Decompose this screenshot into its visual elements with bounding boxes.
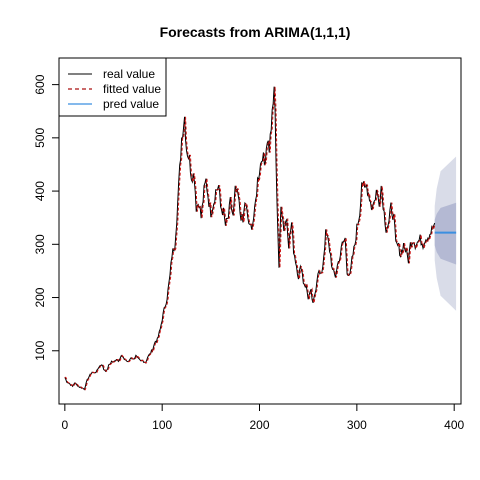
y-tick-label-200: 200 xyxy=(33,287,47,307)
legend-label-fitted: fitted value xyxy=(103,82,161,96)
x-tick-label-100: 100 xyxy=(152,418,172,432)
legend-label-pred: pred value xyxy=(103,97,159,111)
y-tick-label-300: 300 xyxy=(33,234,47,254)
chart-title: Forecasts from ARIMA(1,1,1) xyxy=(160,24,351,40)
x-tick-label-400: 400 xyxy=(444,418,464,432)
legend: real value fitted value pred value xyxy=(59,58,166,116)
y-tick-label-500: 500 xyxy=(33,128,47,148)
x-tick-label-0: 0 xyxy=(61,418,68,432)
y-tick-label-600: 600 xyxy=(33,74,47,94)
y-tick-label-100: 100 xyxy=(33,340,47,360)
x-tick-label-200: 200 xyxy=(249,418,269,432)
x-tick-label-300: 300 xyxy=(347,418,367,432)
legend-label-real: real value xyxy=(103,67,155,81)
y-tick-label-400: 400 xyxy=(33,181,47,201)
